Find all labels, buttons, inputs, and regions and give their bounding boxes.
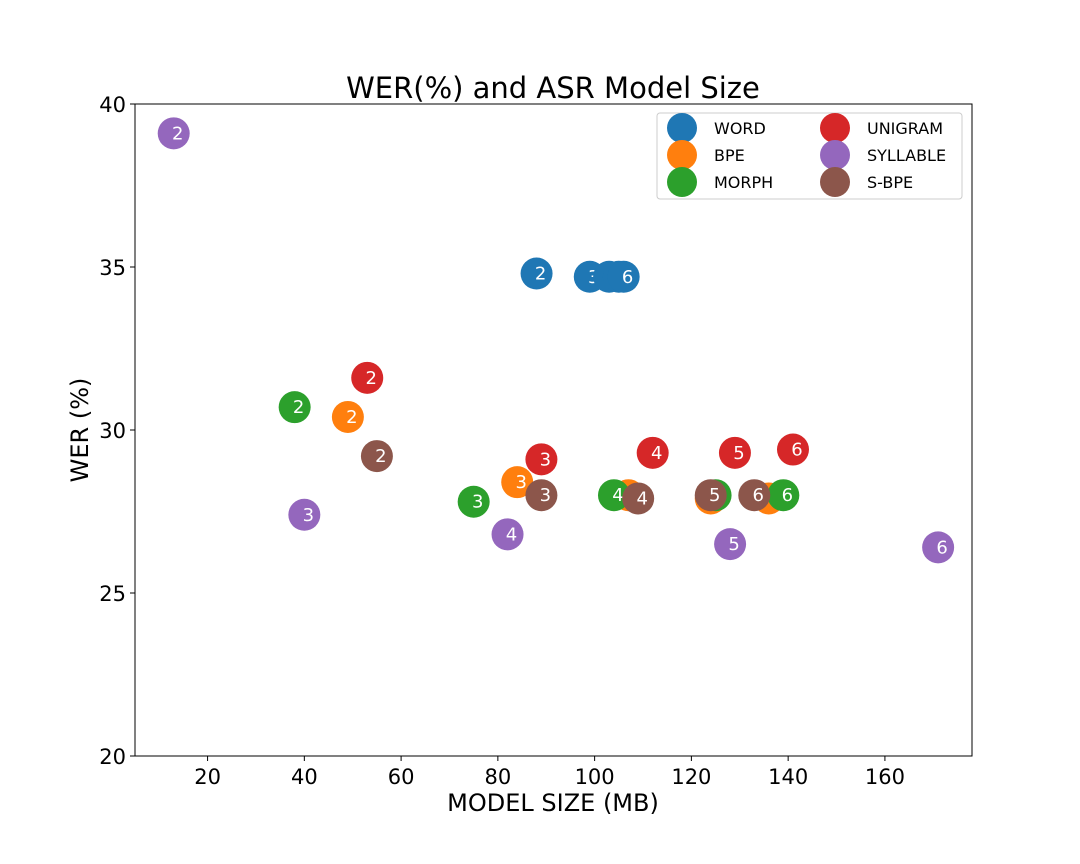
data-point-label: 6 [936, 537, 947, 558]
data-point [738, 479, 771, 512]
data-point-label: 6 [791, 440, 802, 461]
data-point [636, 436, 669, 469]
x-tick-label: 60 [388, 765, 415, 789]
y-tick-label: 40 [99, 93, 126, 117]
data-point [278, 391, 311, 424]
x-tick-label: 20 [194, 765, 221, 789]
data-point-label: 2 [535, 264, 546, 285]
data-point-label: 6 [622, 267, 633, 288]
data-point [622, 482, 655, 515]
data-point [360, 440, 393, 473]
y-axis: 20 25 30 35 40 [99, 93, 135, 769]
data-point [922, 531, 955, 564]
data-point-label: 3 [540, 449, 551, 470]
legend-label: UNIGRAM [867, 119, 943, 138]
data-point-label: 3 [303, 505, 314, 526]
x-tick-label: 120 [671, 765, 711, 789]
legend-marker [820, 113, 850, 143]
data-point-label: 6 [782, 485, 793, 506]
data-point-label: 2 [172, 123, 183, 144]
data-point-label: 6 [753, 485, 764, 506]
data-point-label: 3 [472, 492, 483, 513]
data-point-label: 2 [346, 407, 357, 428]
data-point [694, 479, 727, 512]
legend-label: S-BPE [867, 173, 913, 192]
data-point [501, 466, 534, 499]
legend-frame [656, 112, 963, 200]
y-tick-label: 25 [99, 582, 126, 606]
data-point [457, 485, 490, 518]
x-tick-label: 80 [484, 765, 511, 789]
legend-label: BPE [714, 146, 745, 165]
legend-marker [820, 140, 850, 170]
data-point-label: 2 [293, 397, 304, 418]
data-point-label: 3 [540, 485, 551, 506]
data-point-label: 5 [733, 443, 744, 464]
chart-title: WER(%) and ASR Model Size [346, 71, 760, 105]
data-point-label: 4 [636, 488, 647, 509]
legend-label: WORD [714, 119, 766, 138]
data-point-label: 3 [515, 472, 526, 493]
y-tick-label: 30 [99, 419, 126, 443]
legend-label: SYLLABLE [867, 146, 946, 165]
legend-marker [667, 113, 697, 143]
legend-marker [667, 167, 697, 197]
x-tick-label: 40 [291, 765, 318, 789]
data-point [714, 528, 747, 561]
data-point [288, 498, 321, 531]
data-point [607, 260, 640, 293]
data-point-label: 2 [375, 446, 386, 467]
legend-marker [667, 140, 697, 170]
legend-label: MORPH [714, 173, 773, 192]
data-point-label: 2 [366, 368, 377, 389]
x-axis: 20 40 60 80 100 120 140 160 [194, 756, 905, 789]
data-point [718, 436, 751, 469]
data-point-label: 5 [728, 534, 739, 555]
data-point [767, 479, 800, 512]
x-axis-label: MODEL SIZE (MB) [447, 789, 659, 817]
legend-marker [820, 167, 850, 197]
data-point [351, 361, 384, 394]
data-point-label: 4 [506, 524, 517, 545]
data-point [597, 479, 630, 512]
legend: WORD BPE MORPH UNIGRAM SYLLABLE S-BPE [656, 112, 963, 200]
data-points: 234562345623456234562345623456 [157, 117, 955, 564]
x-tick-label: 100 [575, 765, 615, 789]
data-point [525, 479, 558, 512]
y-axis-label: WER (%) [66, 378, 94, 483]
x-tick-label: 140 [768, 765, 808, 789]
data-point-label: 5 [709, 485, 720, 506]
plot-area [134, 103, 973, 757]
data-point-label: 4 [612, 485, 623, 506]
data-point [776, 433, 809, 466]
data-point [491, 518, 524, 551]
data-point [525, 443, 558, 476]
data-point [520, 257, 553, 290]
data-point [157, 117, 190, 150]
y-tick-label: 20 [99, 745, 126, 769]
x-tick-label: 160 [865, 765, 905, 789]
y-tick-label: 35 [99, 256, 126, 280]
data-point-label: 4 [651, 443, 662, 464]
data-point [331, 400, 364, 433]
